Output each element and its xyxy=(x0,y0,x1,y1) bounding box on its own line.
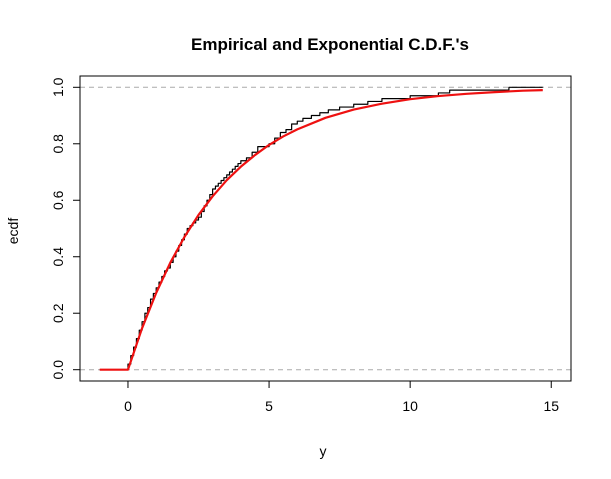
series-layer xyxy=(99,86,543,371)
y-tick-label: 1.0 xyxy=(50,77,66,97)
x-tick-label: 15 xyxy=(543,398,559,414)
y-tick-label: 0.0 xyxy=(50,360,66,380)
y-tick-label: 0.2 xyxy=(50,303,66,323)
ecdf-step-line xyxy=(99,86,543,371)
y-tick-label: 0.6 xyxy=(50,190,66,210)
plot-frame xyxy=(79,75,572,382)
x-tick-label: 0 xyxy=(124,398,132,414)
x-axis-label: y xyxy=(320,443,327,459)
y-tick-label: 0.4 xyxy=(50,247,66,267)
x-tick-label: 10 xyxy=(402,398,418,414)
chart-title: Empirical and Exponential C.D.F.'s xyxy=(191,35,469,54)
reference-lines xyxy=(80,86,571,371)
x-axis: 0 5 10 15 xyxy=(124,380,559,414)
exponential-cdf-curve xyxy=(99,89,543,371)
y-tick-label: 0.8 xyxy=(50,134,66,154)
y-axis: 0.0 0.2 0.4 0.6 0.8 1.0 xyxy=(50,77,81,380)
x-tick-label: 5 xyxy=(265,398,273,414)
y-axis-label: ecdf xyxy=(5,218,21,245)
